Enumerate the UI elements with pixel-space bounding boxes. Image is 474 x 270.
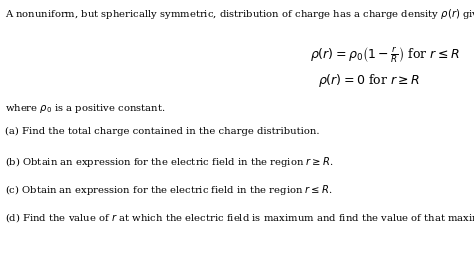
- Text: A nonuniform, but spherically symmetric, distribution of charge has a charge den: A nonuniform, but spherically symmetric,…: [5, 7, 474, 21]
- Text: (a) Find the total charge contained in the charge distribution.: (a) Find the total charge contained in t…: [5, 127, 319, 136]
- Text: where $\rho_0$ is a positive constant.: where $\rho_0$ is a positive constant.: [5, 102, 165, 115]
- Text: $\rho\left(r\right) = 0$ for $r \geq R$: $\rho\left(r\right) = 0$ for $r \geq R$: [318, 72, 420, 89]
- Text: $\rho\left(r\right) = \rho_0\left(1 - \frac{r}{R}\right)$ for $r \leq R$: $\rho\left(r\right) = \rho_0\left(1 - \f…: [310, 45, 460, 65]
- Text: (c) Obtain an expression for the electric field in the region $r \leq R$.: (c) Obtain an expression for the electri…: [5, 183, 332, 197]
- Text: (b) Obtain an expression for the electric field in the region $r \geq R$.: (b) Obtain an expression for the electri…: [5, 155, 333, 169]
- Text: (d) Find the value of $r$ at which the electric field is maximum and find the va: (d) Find the value of $r$ at which the e…: [5, 211, 474, 224]
